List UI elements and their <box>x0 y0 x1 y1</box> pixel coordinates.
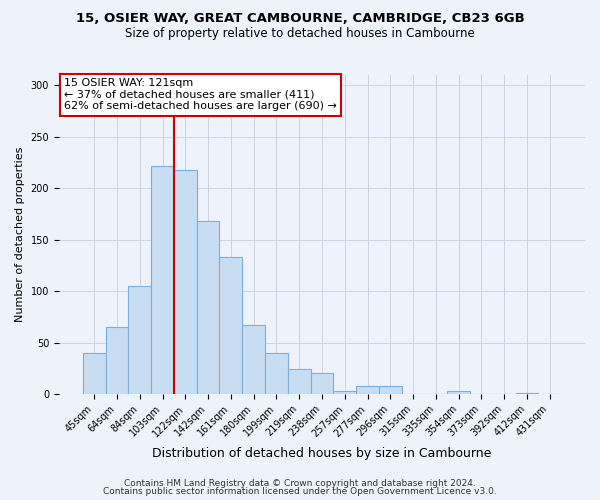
Bar <box>334 391 356 394</box>
Bar <box>311 374 334 394</box>
Bar <box>174 170 197 394</box>
Text: Contains HM Land Registry data © Crown copyright and database right 2024.: Contains HM Land Registry data © Crown c… <box>124 478 476 488</box>
Text: Contains public sector information licensed under the Open Government Licence v3: Contains public sector information licen… <box>103 487 497 496</box>
Text: Size of property relative to detached houses in Cambourne: Size of property relative to detached ho… <box>125 28 475 40</box>
Bar <box>515 393 538 394</box>
Bar <box>197 221 220 394</box>
Text: 15 OSIER WAY: 121sqm
← 37% of detached houses are smaller (411)
62% of semi-deta: 15 OSIER WAY: 121sqm ← 37% of detached h… <box>64 78 337 112</box>
Bar <box>106 327 128 394</box>
Bar <box>220 257 242 394</box>
Bar <box>151 166 174 394</box>
Bar <box>356 386 379 394</box>
Bar <box>288 370 311 394</box>
Text: 15, OSIER WAY, GREAT CAMBOURNE, CAMBRIDGE, CB23 6GB: 15, OSIER WAY, GREAT CAMBOURNE, CAMBRIDG… <box>76 12 524 26</box>
Bar <box>379 386 401 394</box>
X-axis label: Distribution of detached houses by size in Cambourne: Distribution of detached houses by size … <box>152 447 491 460</box>
Bar <box>265 353 288 394</box>
Bar <box>128 286 151 394</box>
Bar <box>242 325 265 394</box>
Y-axis label: Number of detached properties: Number of detached properties <box>15 147 25 322</box>
Bar <box>447 391 470 394</box>
Bar <box>83 353 106 394</box>
